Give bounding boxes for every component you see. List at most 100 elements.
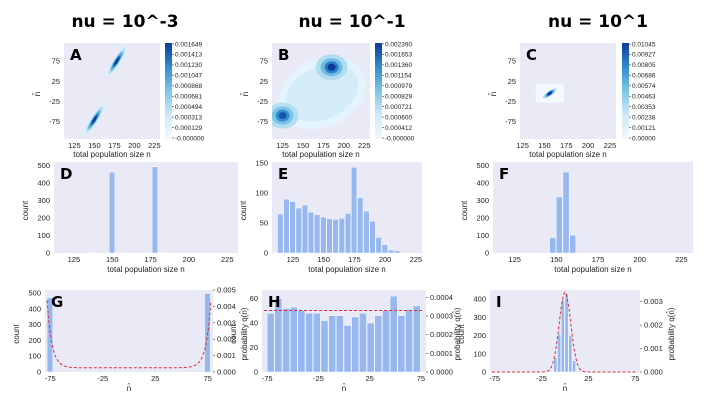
x-tick-label: 125 — [68, 255, 81, 264]
x-tick-label: 150 — [550, 255, 563, 264]
x-tick-label: 25 — [151, 374, 159, 383]
y-tick-label: 300 — [37, 196, 50, 205]
plot-background — [54, 162, 238, 253]
y-tick-label: -25 — [505, 97, 516, 106]
histogram-bar — [75, 252, 82, 254]
panel-label-e: E — [278, 165, 288, 183]
density-blob-1 — [114, 57, 120, 65]
x-axis-label: n̂ — [342, 384, 346, 393]
panel-c: 125 150 175 200 225 75 25 -25 -75 total populatio… — [489, 41, 656, 159]
colorbar-tick-label: 0.001649 — [175, 41, 202, 48]
histogram-bar — [561, 299, 565, 373]
x-tick-label: 25 — [365, 374, 373, 383]
x-tick-label: 125 — [287, 255, 300, 264]
histogram-bar — [266, 313, 275, 373]
y-tick-label: 100 — [473, 349, 486, 358]
heatmap-cells — [272, 54, 367, 130]
colorbar-tick-label: 0.001047 — [175, 73, 202, 80]
colorbar-tick-label: 0.00805 — [632, 62, 656, 69]
y-tick-label: 400 — [28, 304, 41, 313]
x-tick-label: 225 — [604, 141, 617, 150]
density-blob-2 — [92, 116, 97, 124]
panel-g: -75 -25 25 75 0 100 200 300 400 500 n̂ count 0.000 0.… — [12, 286, 249, 394]
colorbar-tick-label: 0.000681 — [175, 94, 202, 101]
colorbar-tick-label: 0.001154 — [385, 73, 412, 80]
histogram-bar — [351, 316, 359, 373]
y-axis-label: n̂ — [489, 92, 498, 96]
histogram-bar — [562, 171, 570, 254]
colorbar-tick-label: 0.000412 — [385, 125, 412, 132]
y-tick-label: 500 — [28, 289, 41, 298]
y2-tick-label: 0.001 — [644, 344, 663, 353]
histogram-bar — [374, 315, 383, 373]
panel-f: 125 150 175 200 225 0 100 200 300 400 500 total pop… — [460, 161, 693, 274]
panel-b: 125 150 175 200 225 75 25 -25 -75 total populatio… — [241, 41, 415, 159]
x-tick-label: 125 — [68, 141, 81, 150]
colorbar-tick-label: 0.001360 — [385, 62, 412, 69]
y-tick-label: 0 — [485, 249, 489, 258]
histogram-bar — [308, 212, 315, 254]
x-tick-label: 175 — [108, 141, 121, 150]
y-tick-label: 500 — [476, 161, 489, 170]
y-tick-label: 400 — [476, 179, 489, 188]
y2-axis-label: probability q(n̂) — [667, 307, 676, 360]
x-tick-label: 75 — [631, 374, 639, 383]
y-tick-label: -75 — [49, 117, 60, 126]
heatmap-background — [64, 43, 160, 139]
colorbar-tick-label: -0.000000 — [175, 135, 205, 142]
colorbar-tick-label: 0.001413 — [175, 52, 202, 59]
histogram-bar — [151, 166, 158, 254]
histogram-bar — [564, 293, 569, 373]
colorbar — [375, 43, 382, 139]
x-axis-label: total population size n — [73, 150, 150, 159]
y-tick-label: 50 — [260, 219, 268, 228]
histogram-bar — [375, 237, 382, 254]
y-tick-label: 100 — [37, 231, 50, 240]
histogram-bar — [289, 306, 298, 373]
x-tick-label: -25 — [313, 374, 324, 383]
column-title-2: nu = 10^-1 — [298, 12, 405, 32]
y-tick-label: 150 — [255, 159, 268, 168]
panel-label-f: F — [499, 165, 509, 183]
column-title-3: nu = 10^1 — [548, 12, 648, 32]
y-axis-label: count — [239, 200, 248, 220]
colorbar — [622, 43, 629, 139]
histogram-bar — [289, 201, 296, 254]
histogram-bar — [313, 313, 321, 373]
x-tick-label: 125 — [508, 255, 521, 264]
heatmap-cells — [535, 84, 564, 103]
histogram-bar — [557, 333, 561, 373]
x-axis-label: total population size n — [107, 265, 184, 274]
x-tick-label: 225 — [358, 141, 371, 150]
histogram-bar — [274, 298, 283, 373]
colorbar-tick-label: 0.001653 — [385, 52, 412, 59]
x-tick-label: 200 — [582, 141, 595, 150]
y-tick-label: 400 — [37, 179, 50, 188]
histogram-bar — [328, 315, 336, 373]
y-tick-label: 25 — [508, 77, 516, 86]
colorbar-tick-label: 0.00927 — [632, 52, 656, 59]
histogram-bar — [405, 309, 413, 373]
y2-axis-label: probability q(n̂) — [453, 307, 462, 360]
y2-tick-label: 0.000 — [644, 368, 663, 377]
histogram-bar — [282, 308, 290, 373]
histogram-bar — [336, 315, 344, 373]
x-tick-label: 175 — [144, 255, 157, 264]
y2-tick-label: 0.0000 — [430, 368, 453, 377]
histogram-bar — [553, 357, 558, 373]
colorbar-tick-label: 0.000494 — [175, 104, 202, 111]
x-tick-label: 200 — [128, 141, 141, 150]
colorbar-tick-label: 0.001230 — [175, 62, 202, 69]
y-tick-label: 60 — [250, 294, 258, 303]
colorbar-tick-label: 0.00463 — [632, 94, 656, 101]
x-tick-label: 150 — [317, 255, 330, 264]
x-tick-label: 150 — [297, 141, 310, 150]
y-tick-label: 0 — [37, 368, 41, 377]
y-tick-label: 500 — [37, 161, 50, 170]
x-tick-label: 175 — [592, 255, 605, 264]
y-axis-label: n̂ — [241, 92, 250, 96]
y-tick-label: -75 — [257, 117, 268, 126]
y2-tick-label: 0.0003 — [430, 312, 453, 321]
y-tick-label: 75 — [52, 57, 60, 66]
y-tick-label: 0 — [482, 368, 486, 377]
